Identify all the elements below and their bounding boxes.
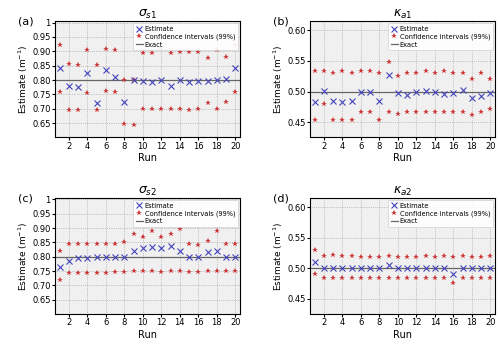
Title: $\sigma_{s1}$: $\sigma_{s1}$ [138,8,157,21]
X-axis label: Run: Run [393,330,412,340]
Text: (c): (c) [18,193,33,203]
Title: $\kappa_{a2}$: $\kappa_{a2}$ [393,185,412,198]
X-axis label: Run: Run [138,330,157,340]
Y-axis label: Estimate (m$^{-1}$): Estimate (m$^{-1}$) [272,221,284,291]
Text: (d): (d) [273,193,289,203]
Text: (b): (b) [273,17,289,26]
Legend: Estimate, Confidence intervals (99%), Exact: Estimate, Confidence intervals (99%), Ex… [133,23,238,50]
Legend: Estimate, Confidence intervals (99%), Exact: Estimate, Confidence intervals (99%), Ex… [388,200,493,227]
Legend: Estimate, Confidence intervals (99%), Exact: Estimate, Confidence intervals (99%), Ex… [133,200,238,227]
Title: $\sigma_{s2}$: $\sigma_{s2}$ [138,185,157,198]
Text: (a): (a) [18,17,34,26]
Y-axis label: Estimate (m$^{-1}$): Estimate (m$^{-1}$) [272,45,284,114]
Legend: Estimate, Confidence intervals (99%), Exact: Estimate, Confidence intervals (99%), Ex… [388,23,493,50]
Y-axis label: Estimate (m$^{-1}$): Estimate (m$^{-1}$) [16,221,30,291]
X-axis label: Run: Run [138,154,157,163]
Y-axis label: Estimate (m$^{-1}$): Estimate (m$^{-1}$) [16,45,30,114]
Title: $\kappa_{a1}$: $\kappa_{a1}$ [393,8,412,21]
X-axis label: Run: Run [393,154,412,163]
